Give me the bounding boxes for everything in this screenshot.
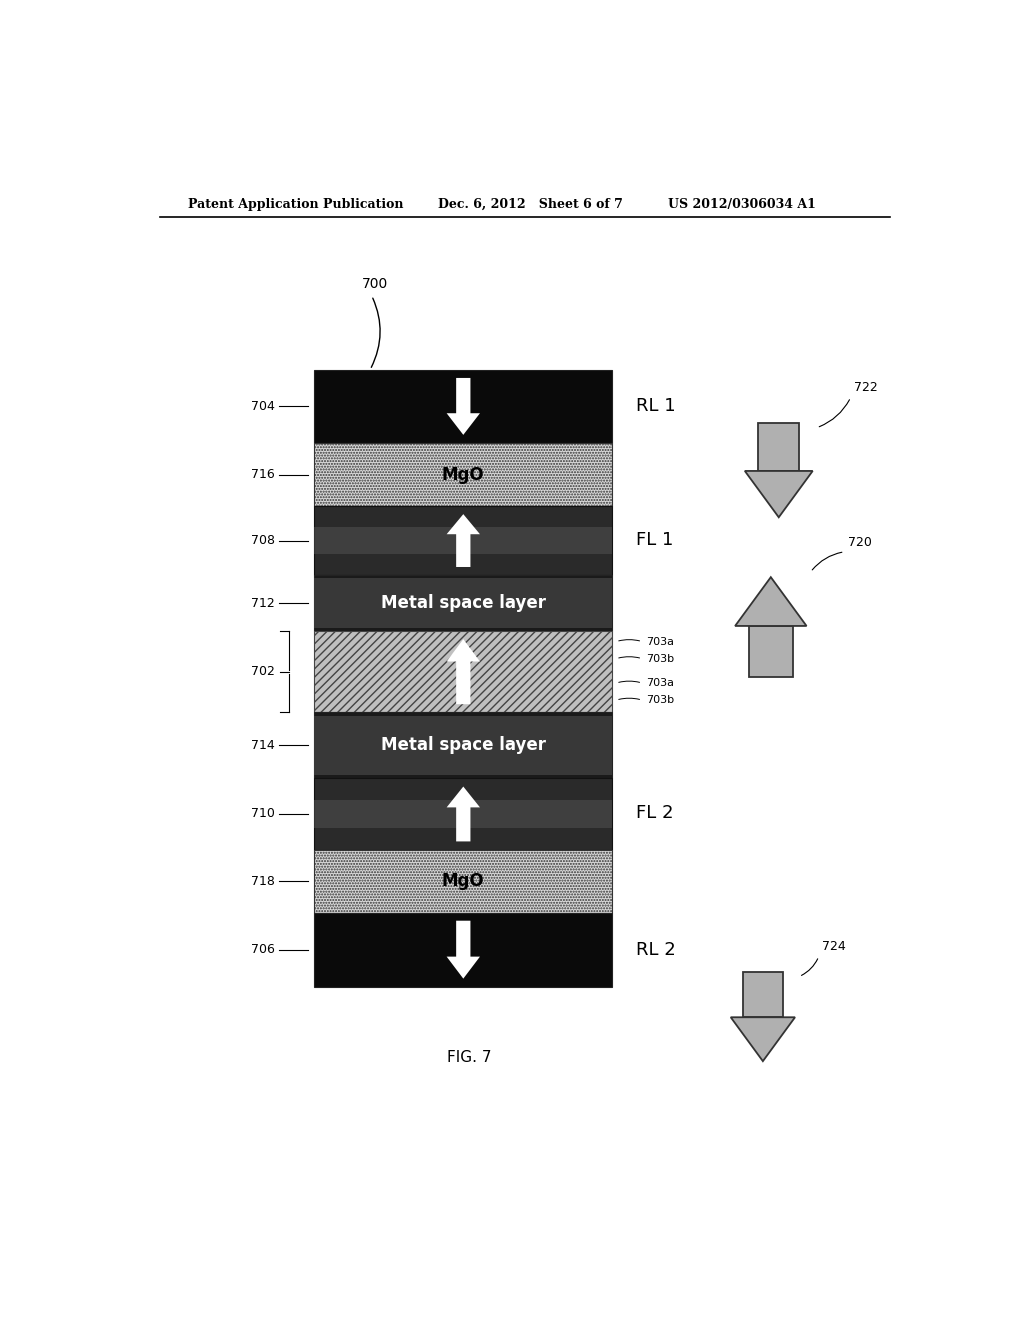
Bar: [743, 972, 782, 1018]
Bar: [314, 576, 612, 631]
Text: 716: 716: [251, 469, 274, 480]
Text: RL 2: RL 2: [636, 941, 676, 960]
Bar: [314, 631, 612, 713]
Text: MgO: MgO: [442, 873, 484, 890]
Polygon shape: [735, 577, 807, 626]
Text: 710: 710: [251, 808, 274, 821]
Text: Patent Application Publication: Patent Application Publication: [187, 198, 403, 211]
Bar: [314, 370, 612, 444]
Text: 702: 702: [251, 665, 274, 678]
Bar: [314, 713, 612, 779]
Text: 703b: 703b: [646, 696, 675, 705]
Text: 722: 722: [854, 381, 878, 395]
Bar: [314, 506, 612, 576]
FancyArrow shape: [446, 921, 480, 978]
Text: US 2012/0306034 A1: US 2012/0306034 A1: [668, 198, 815, 211]
Bar: [314, 850, 612, 912]
Text: 703a: 703a: [646, 636, 674, 647]
Bar: [314, 444, 612, 506]
Text: Metal space layer: Metal space layer: [381, 737, 546, 754]
Text: 712: 712: [251, 597, 274, 610]
Text: 708: 708: [251, 535, 274, 546]
Bar: [314, 578, 612, 628]
Text: 724: 724: [822, 940, 846, 953]
Text: 703b: 703b: [646, 653, 675, 664]
Text: 704: 704: [251, 400, 274, 413]
Text: FIG. 7: FIG. 7: [447, 1051, 492, 1065]
Text: 703a: 703a: [646, 678, 674, 688]
Bar: [314, 715, 612, 775]
Bar: [749, 626, 793, 677]
FancyArrow shape: [446, 378, 480, 434]
Bar: [314, 912, 612, 987]
Text: 700: 700: [362, 276, 388, 290]
Bar: [314, 800, 612, 828]
Text: 706: 706: [251, 944, 274, 956]
Bar: [758, 422, 800, 471]
Bar: [314, 527, 612, 554]
Text: MgO: MgO: [442, 466, 484, 483]
Text: RL 1: RL 1: [636, 397, 676, 416]
Bar: [314, 779, 612, 850]
FancyArrow shape: [446, 515, 480, 568]
Text: Dec. 6, 2012   Sheet 6 of 7: Dec. 6, 2012 Sheet 6 of 7: [437, 198, 623, 211]
Text: 714: 714: [251, 739, 274, 752]
Polygon shape: [731, 1018, 795, 1061]
FancyArrow shape: [446, 639, 480, 704]
Text: FL 1: FL 1: [636, 531, 673, 549]
Text: FL 2: FL 2: [636, 804, 674, 822]
Text: 718: 718: [251, 875, 274, 887]
Polygon shape: [744, 471, 813, 517]
FancyArrow shape: [446, 787, 480, 841]
Text: 720: 720: [848, 536, 871, 549]
Text: Metal space layer: Metal space layer: [381, 594, 546, 612]
